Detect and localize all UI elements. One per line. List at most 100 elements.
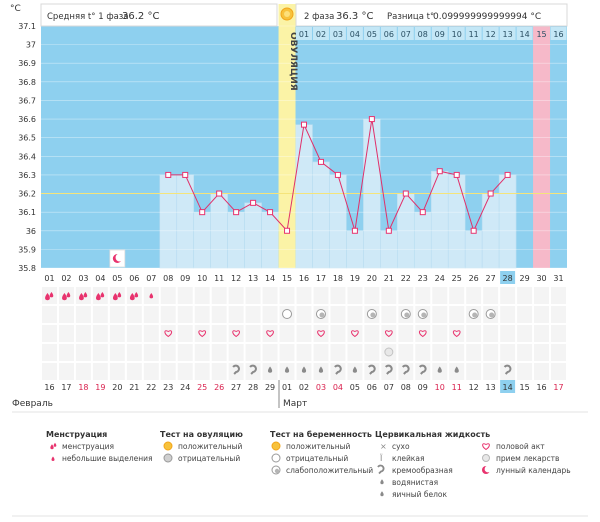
cycle-day-label[interactable]: 09 [180, 274, 190, 283]
temp-point-21[interactable] [385, 227, 392, 234]
calendar-date[interactable]: 02 [299, 383, 309, 392]
calendar-date[interactable]: 27 [231, 383, 241, 392]
watery-mucus-icon [454, 366, 459, 373]
calendar-date[interactable]: 04 [333, 383, 343, 392]
calendar-date[interactable]: 12 [469, 383, 479, 392]
temp-point-14[interactable] [267, 209, 274, 216]
calendar-date[interactable]: 21 [129, 383, 139, 392]
cycle-day-label[interactable]: 02 [61, 274, 71, 283]
calendar-date[interactable]: 25 [197, 383, 207, 392]
row-cell [143, 306, 159, 323]
cycle-day-label[interactable]: 19 [350, 274, 360, 283]
menstruation-icon [117, 292, 122, 298]
cycle-day-label[interactable]: 13 [248, 274, 258, 283]
cycle-day-label[interactable]: 28 [503, 274, 513, 283]
cycle-day-label[interactable]: 11 [214, 274, 224, 283]
phase2-day-label: 05 [367, 30, 377, 39]
cycle-day-label[interactable]: 05 [112, 274, 122, 283]
temp-point-26[interactable] [470, 227, 477, 234]
cycle-day-label[interactable]: 17 [316, 274, 326, 283]
temp-point-12[interactable] [233, 209, 240, 216]
calendar-date[interactable]: 29 [265, 383, 275, 392]
calendar-date[interactable]: 23 [163, 383, 173, 392]
row-cell [466, 287, 482, 304]
calendar-date[interactable]: 19 [95, 383, 105, 392]
row-cell [381, 325, 397, 342]
calendar-date[interactable]: 15 [519, 383, 529, 392]
cycle-day-label[interactable]: 14 [265, 274, 275, 283]
temp-point-22[interactable] [402, 190, 409, 197]
cycle-day-label[interactable]: 29 [519, 274, 529, 283]
temp-point-15[interactable] [284, 227, 291, 234]
y-tick-label: 35.8 [18, 264, 36, 273]
calendar-date[interactable]: 13 [486, 383, 496, 392]
temp-point-27[interactable] [487, 190, 494, 197]
row-cell [160, 363, 176, 380]
calendar-date[interactable]: 08 [401, 383, 411, 392]
calendar-date[interactable]: 10 [435, 383, 445, 392]
temp-point-19[interactable] [351, 227, 358, 234]
temp-point-11[interactable] [216, 190, 223, 197]
cycle-day-label[interactable]: 12 [231, 274, 241, 283]
temp-bar-10 [193, 211, 211, 269]
cycle-day-label[interactable]: 06 [129, 274, 139, 283]
calendar-date[interactable]: 17 [61, 383, 71, 392]
cycle-day-label[interactable]: 24 [435, 274, 445, 283]
cycle-day-label[interactable]: 07 [146, 274, 156, 283]
calendar-date[interactable]: 26 [214, 383, 224, 392]
temp-point-20[interactable] [368, 116, 375, 123]
cycle-day-label[interactable]: 31 [553, 274, 563, 283]
temp-point-13[interactable] [250, 199, 257, 206]
cycle-day-label[interactable]: 23 [418, 274, 428, 283]
cycle-day-label[interactable]: 26 [469, 274, 479, 283]
cycle-day-label[interactable]: 25 [452, 274, 462, 283]
cycle-day-label[interactable]: 10 [197, 274, 207, 283]
cycle-day-label[interactable]: 21 [384, 274, 394, 283]
temp-point-17[interactable] [317, 158, 324, 165]
row-cell [75, 306, 91, 323]
creamy-mucus-icon [418, 364, 427, 375]
row-cell [262, 325, 278, 342]
cycle-day-label[interactable]: 18 [333, 274, 343, 283]
menstruation-icon [50, 444, 54, 450]
cycle-day-label[interactable]: 04 [95, 274, 105, 283]
calendar-date[interactable]: 22 [146, 383, 156, 392]
cycle-day-label[interactable]: 22 [401, 274, 411, 283]
calendar-date[interactable]: 11 [452, 383, 462, 392]
calendar-date[interactable]: 17 [553, 383, 563, 392]
calendar-date[interactable]: 18 [78, 383, 88, 392]
temp-point-10[interactable] [199, 209, 206, 216]
temp-point-23[interactable] [419, 209, 426, 216]
calendar-date[interactable]: 24 [180, 383, 190, 392]
cycle-day-label[interactable]: 16 [299, 274, 309, 283]
calendar-date[interactable]: 05 [350, 383, 360, 392]
temp-point-25[interactable] [453, 171, 460, 178]
cycle-day-label[interactable]: 20 [367, 274, 377, 283]
temp-point-08[interactable] [165, 171, 172, 178]
calendar-date[interactable]: 07 [384, 383, 394, 392]
cycle-day-label[interactable]: 01 [44, 274, 54, 283]
temp-point-18[interactable] [334, 171, 341, 178]
temp-point-24[interactable] [436, 168, 443, 175]
cycle-day-label[interactable]: 27 [486, 274, 496, 283]
calendar-date[interactable]: 01 [282, 383, 292, 392]
temp-point-09[interactable] [182, 171, 189, 178]
heart-icon [198, 330, 207, 338]
row-cell [551, 363, 566, 380]
calendar-date[interactable]: 14 [503, 383, 513, 392]
calendar-date[interactable]: 20 [112, 383, 122, 392]
calendar-date[interactable]: 16 [44, 383, 54, 392]
cycle-day-label[interactable]: 08 [163, 274, 173, 283]
phase2-day-cell [414, 27, 431, 40]
calendar-date[interactable]: 09 [418, 383, 428, 392]
cycle-day-label[interactable]: 03 [78, 274, 88, 283]
calendar-date[interactable]: 06 [367, 383, 377, 392]
calendar-date[interactable]: 16 [536, 383, 546, 392]
calendar-date[interactable]: 03 [316, 383, 326, 392]
cycle-day-label[interactable]: 15 [282, 274, 292, 283]
temp-point-28[interactable] [504, 171, 511, 178]
cycle-day-label[interactable]: 30 [536, 274, 546, 283]
calendar-date[interactable]: 28 [248, 383, 258, 392]
temp-point-16[interactable] [301, 121, 307, 128]
row-cell [42, 325, 57, 342]
